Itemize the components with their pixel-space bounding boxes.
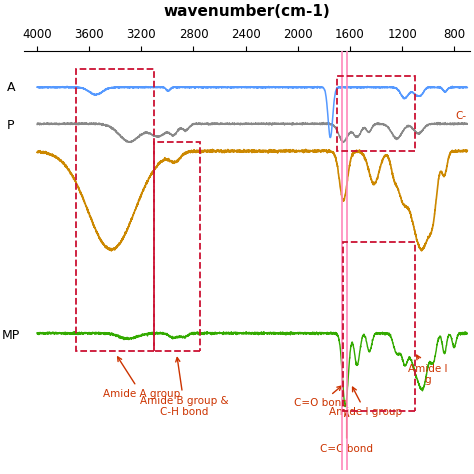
Bar	[343, 242, 415, 410]
Text: Amide I group: Amide I group	[329, 387, 402, 417]
Title: wavenumber(cm-1): wavenumber(cm-1)	[164, 4, 330, 19]
Bar	[337, 76, 415, 151]
Text: C=C bond: C=C bond	[320, 412, 373, 454]
Text: C-: C-	[456, 111, 466, 121]
Text: Amide I
g: Amide I g	[409, 355, 448, 385]
Text: C=O bond: C=O bond	[294, 386, 348, 408]
Text: MP: MP	[2, 328, 20, 342]
Text: Amide A group: Amide A group	[103, 357, 180, 399]
Text: P: P	[7, 119, 15, 132]
Text: Amide B group &
C-H bond: Amide B group & C-H bond	[140, 357, 228, 417]
Bar	[76, 69, 155, 351]
Bar	[155, 142, 200, 351]
Text: A: A	[7, 81, 15, 94]
